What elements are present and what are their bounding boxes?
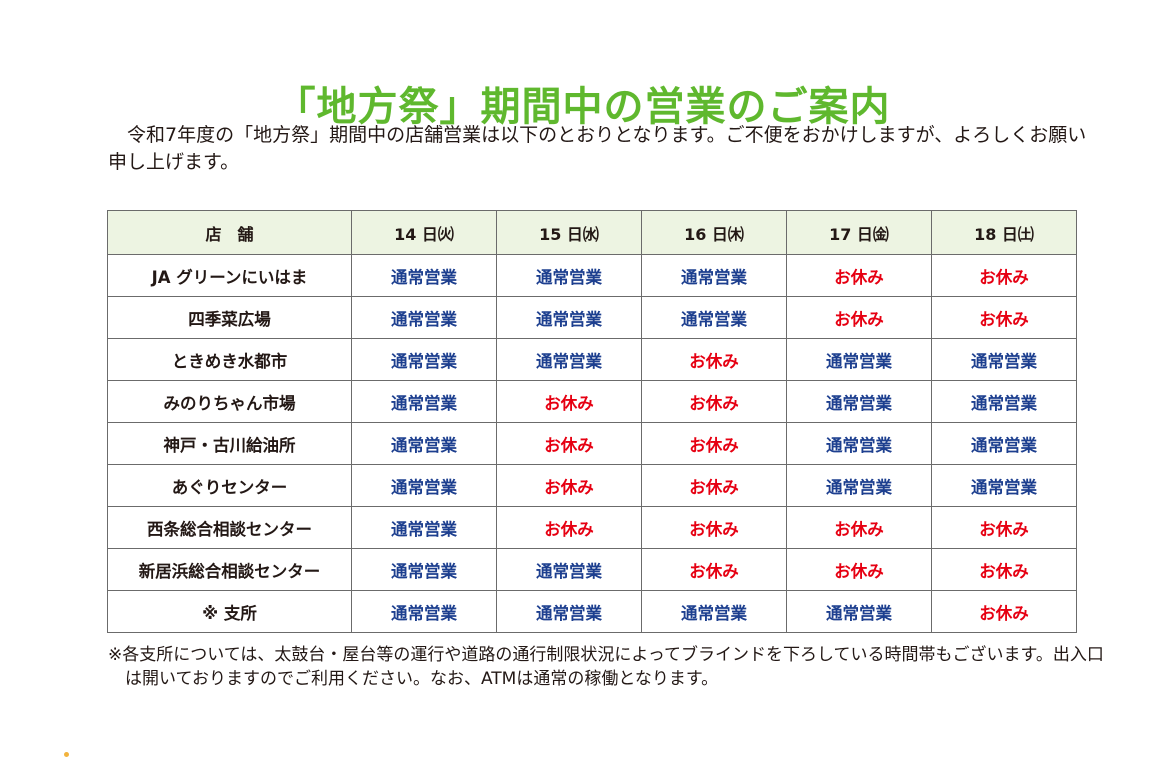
store-name-cell: 西条総合相談センター bbox=[107, 506, 352, 549]
status-cell: 通常営業 bbox=[351, 548, 497, 591]
table-row: ときめき水都市 通常営業 通常営業 お休み 通常営業 通常営業 bbox=[107, 338, 1077, 381]
status-cell: 通常営業 bbox=[351, 590, 497, 633]
status-cell: 通常営業 bbox=[641, 296, 787, 339]
header-day-16: 16 日㈭ bbox=[641, 210, 787, 255]
store-name-cell: 神戸・古川給油所 bbox=[107, 422, 352, 465]
store-name-cell: 四季菜広場 bbox=[107, 296, 352, 339]
header-store: 店 舗 bbox=[107, 210, 352, 255]
status-cell: 通常営業 bbox=[786, 464, 932, 507]
status-cell: お休み bbox=[786, 254, 932, 297]
status-cell: 通常営業 bbox=[641, 590, 787, 633]
status-cell: お休み bbox=[496, 422, 642, 465]
status-cell: 通常営業 bbox=[496, 254, 642, 297]
status-cell: お休み bbox=[641, 380, 787, 423]
status-cell: 通常営業 bbox=[351, 338, 497, 381]
status-cell: 通常営業 bbox=[641, 254, 787, 297]
status-cell: お休み bbox=[641, 548, 787, 591]
table-row: あぐりセンター 通常営業 お休み お休み 通常営業 通常営業 bbox=[107, 464, 1077, 507]
status-cell: お休み bbox=[931, 548, 1077, 591]
schedule-table: 店 舗 14 日㈫ 15 日㈬ 16 日㈭ 17 日㈮ 18 日㈯ JA グリー… bbox=[107, 210, 1077, 633]
store-name-cell: ※ 支所 bbox=[107, 590, 352, 633]
store-name-cell: あぐりセンター bbox=[107, 464, 352, 507]
table-row: ※ 支所 通常営業 通常営業 通常営業 通常営業 お休み bbox=[107, 590, 1077, 633]
store-name-cell: JA グリーンにいはま bbox=[107, 254, 352, 297]
status-cell: 通常営業 bbox=[931, 422, 1077, 465]
status-cell: お休み bbox=[931, 296, 1077, 339]
footnote: ※各支所については、太鼓台・屋台等の運行や道路の通行制限状況によってブラインドを… bbox=[108, 645, 1104, 689]
status-cell: お休み bbox=[641, 464, 787, 507]
table-row: みのりちゃん市場 通常営業 お休み お休み 通常営業 通常営業 bbox=[107, 380, 1077, 423]
intro-text: 令和7年度の「地方祭」期間中の店舗営業は以下のとおりとなります。ご不便をおかけし… bbox=[108, 124, 1087, 173]
status-cell: 通常営業 bbox=[351, 506, 497, 549]
header-day-17: 17 日㈮ bbox=[786, 210, 932, 255]
store-name-cell: みのりちゃん市場 bbox=[107, 380, 352, 423]
table-row: 新居浜総合相談センター 通常営業 通常営業 お休み お休み お休み bbox=[107, 548, 1077, 591]
status-cell: 通常営業 bbox=[351, 254, 497, 297]
schedule-body: JA グリーンにいはま 通常営業 通常営業 通常営業 お休み お休み 四季菜広場 通常営業 通常… bbox=[107, 254, 1077, 633]
status-cell: 通常営業 bbox=[786, 590, 932, 633]
header-day-14: 14 日㈫ bbox=[351, 210, 497, 255]
table-row: 四季菜広場 通常営業 通常営業 通常営業 お休み お休み bbox=[107, 296, 1077, 339]
status-cell: 通常営業 bbox=[351, 422, 497, 465]
header-day-18: 18 日㈯ bbox=[931, 210, 1077, 255]
status-cell: お休み bbox=[496, 380, 642, 423]
status-cell: お休み bbox=[786, 296, 932, 339]
status-cell: 通常営業 bbox=[931, 464, 1077, 507]
status-cell: お休み bbox=[496, 506, 642, 549]
status-cell: お休み bbox=[641, 506, 787, 549]
status-cell: 通常営業 bbox=[496, 338, 642, 381]
status-cell: 通常営業 bbox=[931, 338, 1077, 381]
status-cell: 通常営業 bbox=[351, 464, 497, 507]
status-cell: 通常営業 bbox=[496, 590, 642, 633]
status-cell: お休み bbox=[641, 422, 787, 465]
status-cell: 通常営業 bbox=[786, 338, 932, 381]
store-name-cell: 新居浜総合相談センター bbox=[107, 548, 352, 591]
table-header-row: 店 舗 14 日㈫ 15 日㈬ 16 日㈭ 17 日㈮ 18 日㈯ bbox=[107, 210, 1077, 255]
status-cell: 通常営業 bbox=[351, 296, 497, 339]
status-cell: お休み bbox=[641, 338, 787, 381]
table-row: 神戸・古川給油所 通常営業 お休み お休み 通常営業 通常営業 bbox=[107, 422, 1077, 465]
status-cell: お休み bbox=[931, 506, 1077, 549]
store-name-cell: ときめき水都市 bbox=[107, 338, 352, 381]
page-title: 「地方祭」期間中の営業のご案内 bbox=[275, 83, 891, 130]
table-row: 西条総合相談センター 通常営業 お休み お休み お休み お休み bbox=[107, 506, 1077, 549]
header-day-15: 15 日㈬ bbox=[496, 210, 642, 255]
status-cell: 通常営業 bbox=[931, 380, 1077, 423]
decorative-dot bbox=[64, 752, 69, 757]
status-cell: 通常営業 bbox=[786, 422, 932, 465]
status-cell: お休み bbox=[931, 254, 1077, 297]
status-cell: 通常営業 bbox=[786, 380, 932, 423]
status-cell: お休み bbox=[496, 464, 642, 507]
status-cell: お休み bbox=[786, 548, 932, 591]
status-cell: 通常営業 bbox=[496, 296, 642, 339]
table-row: JA グリーンにいはま 通常営業 通常営業 通常営業 お休み お休み bbox=[107, 254, 1077, 297]
status-cell: 通常営業 bbox=[351, 380, 497, 423]
status-cell: お休み bbox=[931, 590, 1077, 633]
status-cell: お休み bbox=[786, 506, 932, 549]
status-cell: 通常営業 bbox=[496, 548, 642, 591]
